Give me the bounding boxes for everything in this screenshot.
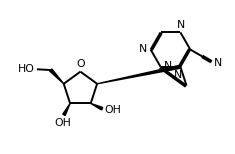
Polygon shape bbox=[50, 69, 64, 84]
Text: N: N bbox=[164, 61, 172, 71]
Polygon shape bbox=[97, 65, 181, 84]
Text: OH: OH bbox=[55, 118, 72, 128]
Text: HO: HO bbox=[18, 64, 35, 74]
Polygon shape bbox=[63, 103, 70, 116]
Text: N: N bbox=[139, 44, 147, 54]
Text: N: N bbox=[177, 20, 186, 30]
Text: N: N bbox=[214, 58, 223, 68]
Text: OH: OH bbox=[105, 105, 121, 115]
Text: O: O bbox=[76, 59, 85, 69]
Polygon shape bbox=[91, 103, 103, 110]
Text: N: N bbox=[173, 70, 182, 80]
